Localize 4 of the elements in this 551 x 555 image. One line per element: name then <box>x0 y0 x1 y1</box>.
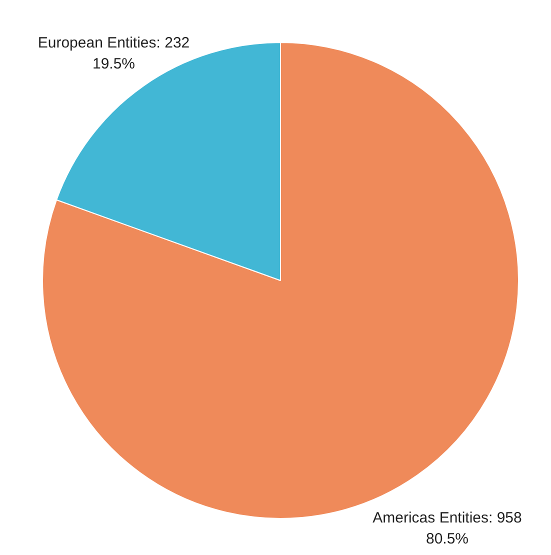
data-label: 19.5% <box>92 56 136 73</box>
slice-label: European Entities: 232 <box>38 34 190 52</box>
data-label: 80.5% <box>426 530 469 548</box>
slice-label: Americas Entities: 958 <box>372 509 522 526</box>
